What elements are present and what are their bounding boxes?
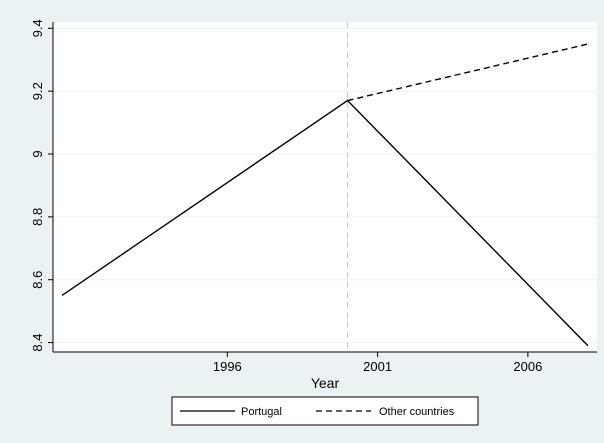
series-group bbox=[61, 43, 589, 347]
x-axis-title: Year bbox=[311, 375, 340, 391]
y-tick-label-3: 9 bbox=[30, 150, 45, 157]
y-tick-label-1: 8.6 bbox=[30, 271, 45, 289]
grid bbox=[53, 27, 597, 344]
y-tick-label-4: 9.2 bbox=[30, 82, 45, 100]
legend-label-0: Portugal bbox=[241, 406, 282, 418]
x-tick-label-0: 1996 bbox=[213, 359, 242, 374]
y-tick-label-0: 8.4 bbox=[30, 334, 45, 352]
plot-area bbox=[53, 22, 597, 352]
legend-label-1: Other countries bbox=[379, 406, 455, 418]
y-axis: 8.4 8.6 8.8 9 9.2 9.4 bbox=[30, 19, 54, 352]
y-tick-label-5: 9.4 bbox=[30, 19, 45, 37]
series-line-other-countries bbox=[347, 43, 589, 102]
x-tick-label-2: 2006 bbox=[513, 359, 542, 374]
y-tick-label-2: 8.8 bbox=[30, 208, 45, 226]
x-axis: 1996 2001 2006 bbox=[53, 351, 597, 374]
legend: Portugal Other countries bbox=[171, 396, 479, 426]
x-tick-label-1: 2001 bbox=[363, 359, 392, 374]
